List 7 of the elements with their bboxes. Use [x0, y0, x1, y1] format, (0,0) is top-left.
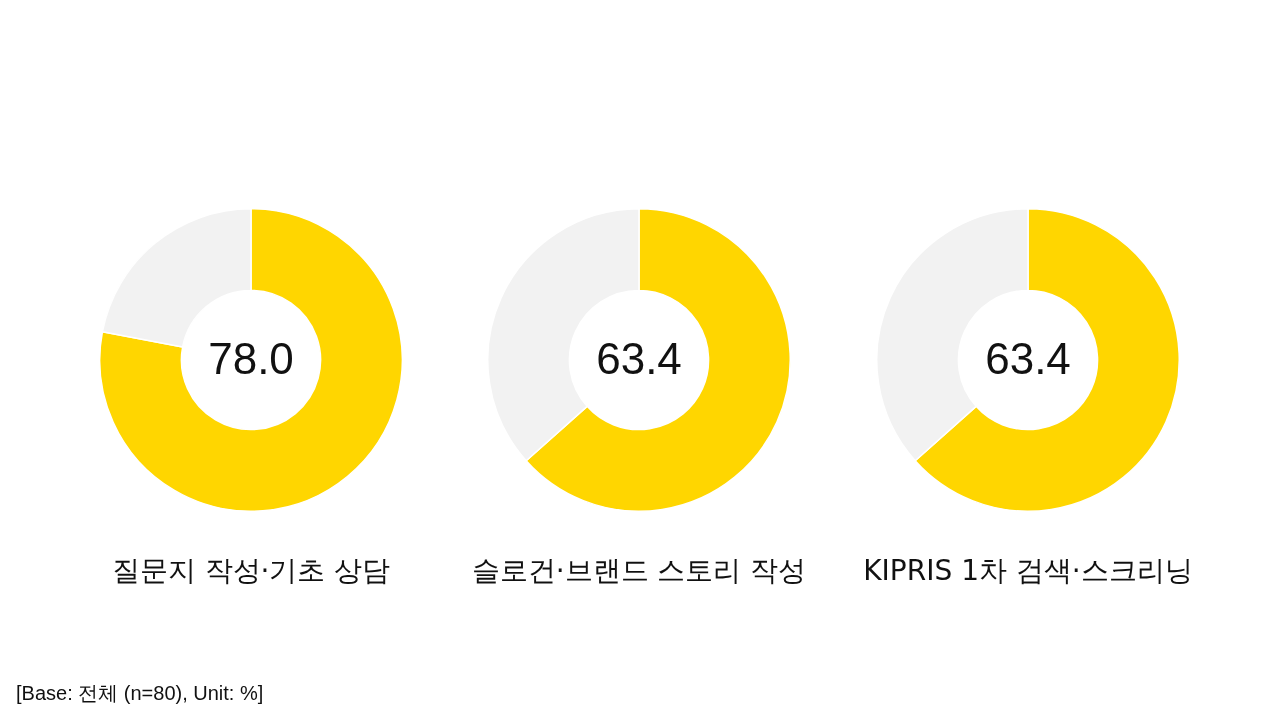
text: [Base: 전체 (n=80), Unit: %]: [16, 681, 264, 706]
text: 질문지 작성·기초 상담: [110, 553, 392, 589]
text: 슬로건·브랜드 스토리 작성: [470, 553, 808, 589]
data-label: 63.4: [596, 334, 682, 384]
data-label: 63.4: [985, 334, 1071, 384]
data-label: 78.0: [208, 334, 294, 384]
text: KIPRIS 1차 검색·스크리닝: [862, 553, 1194, 589]
